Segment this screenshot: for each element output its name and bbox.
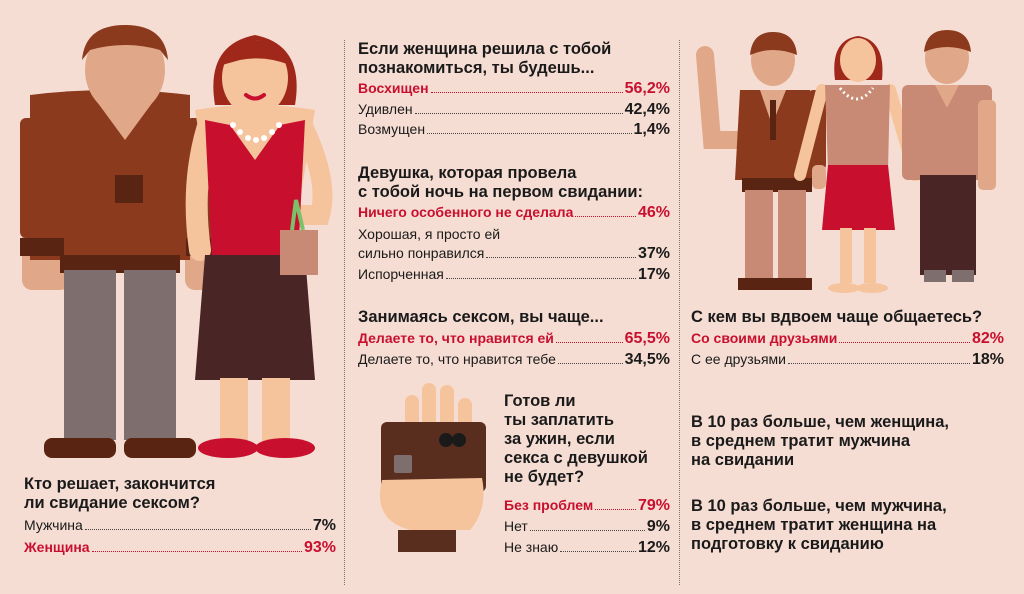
s2-row-2: Возмущен 1,4% [358,121,670,138]
s3-row-value: 37% [637,245,670,262]
s5-question-line: ты заплатить [504,411,614,429]
s3-row-label: Хорошая, я просто ей [358,226,501,242]
s6-row-value: 82% [971,330,1004,347]
fact-women-spend: В 10 раз больше, чем мужчина, в среднем … [691,497,1011,554]
s2-question: Если женщина решила с тобой познакомитьс… [358,40,668,78]
woman-illustration [185,35,333,458]
s5-question-line: Готов ли [504,392,576,410]
s6-row-value: 18% [971,351,1004,368]
s3-question-line2: с тобой ночь на первом свидании: [358,183,644,201]
s3-question-line1: Девушка, которая провела [358,164,577,182]
s5-row-label: Не знаю [504,539,559,555]
s3-row-label: Ничего особенного не сделала [358,204,574,220]
s5-row-2: Не знаю 12% [504,539,670,556]
s3-row-1: Хорошая, я просто ей [358,226,670,243]
fact-line: В 10 раз больше, чем женщина, [691,413,950,431]
s6-row-label: С ее друзьями [691,351,786,367]
trio-illustration [696,30,996,293]
s2-row-value: 56,2% [624,80,670,97]
s5-question-line: секса с девушкой [504,449,648,467]
fact-line: подготовку к свиданию [691,535,884,553]
s1-row-0: Мужчина 7% [24,517,336,534]
s5-row-label: Без проблем [504,497,594,513]
s3-question: Девушка, которая провела с тобой ночь на… [358,164,668,202]
s4-row-label: Делаете то, что нравится тебе [358,351,556,367]
s1-row-1: Женщина 93% [24,539,336,556]
s1-question: Кто решает, закончится ли свидание сексо… [24,475,324,513]
s3-row-label: Испорченная [358,266,444,282]
s5-row-0: Без проблем 79% [504,497,670,514]
fact-line: на свидании [691,451,795,469]
s5-question: Готов ли ты заплатить за ужин, если секс… [504,392,674,487]
s1-row-value: 93% [303,539,336,556]
s3-row-2: сильно понравился 37% [358,245,670,262]
s4-row-0: Делаете то, что нравится ей 65,5% [358,330,670,347]
s2-row-value: 42,4% [624,101,670,118]
s5-question-line: за ужин, если [504,430,615,448]
s3-row-label: сильно понравился [358,245,485,261]
s5-row-value: 9% [646,518,670,535]
s2-question-line1: Если женщина решила с тобой [358,40,612,58]
s3-row-3: Испорченная 17% [358,266,670,283]
s4-question: Занимаясь сексом, вы чаще... [358,308,604,326]
hand-card-illustration [379,383,486,552]
s4-row-value: 34,5% [624,351,670,368]
s4-row-value: 65,5% [624,330,670,347]
s5-row-1: Нет 9% [504,518,670,535]
s1-row-value: 7% [312,517,336,534]
s1-row-label: Мужчина [24,517,83,533]
s5-row-value: 12% [637,539,670,556]
s2-row-label: Возмущен [358,121,426,137]
s6-row-label: Со своими друзьями [691,330,838,346]
s4-row-1: Делаете то, что нравится тебе 34,5% [358,351,670,368]
s6-question: С кем вы вдвоем чаще общаетесь? [691,308,983,326]
fact-line: в среднем тратит мужчина [691,432,911,450]
s4-row-label: Делаете то, что нравится ей [358,330,554,346]
s5-question-line: не будет? [504,468,585,486]
fact-men-spend: В 10 раз больше, чем женщина, в среднем … [691,413,1011,470]
s3-row-value: 46% [637,204,670,221]
s2-question-line2: познакомиться, ты будешь... [358,59,595,77]
man-illustration [20,25,233,458]
s2-row-value: 1,4% [633,121,670,138]
s2-row-label: Удивлен [358,101,413,117]
separator-right [679,40,680,585]
s3-row-0: Ничего особенного не сделала 46% [358,204,670,221]
s5-row-label: Нет [504,518,528,534]
separator-left [344,40,345,585]
s2-row-label: Восхищен [358,80,429,96]
s1-question-line2: ли свидание сексом? [24,494,200,512]
s2-row-0: Восхищен 56,2% [358,80,670,97]
s5-row-value: 79% [637,497,670,514]
s1-row-label: Женщина [24,539,90,555]
s1-question-line1: Кто решает, закончится [24,475,216,493]
fact-line: В 10 раз больше, чем мужчина, [691,497,947,515]
fact-line: в среднем тратит женщина на [691,516,937,534]
s2-row-1: Удивлен 42,4% [358,101,670,118]
s6-row-0: Со своими друзьями 82% [691,330,1004,347]
s3-row-value: 17% [637,266,670,283]
s6-row-1: С ее друзьями 18% [691,351,1004,368]
